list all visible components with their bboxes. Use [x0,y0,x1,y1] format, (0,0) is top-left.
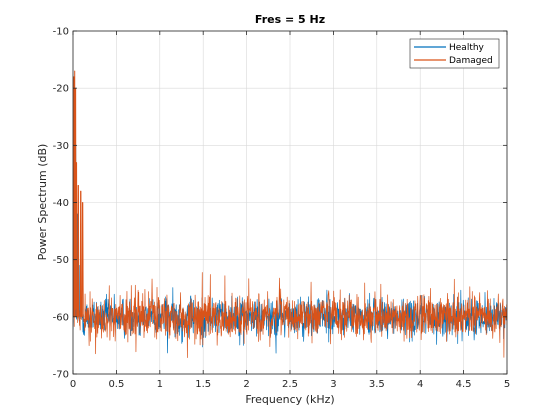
y-tick-labels: -10 -20 -30 -40 -50 -60 -70 [53,27,69,381]
axis-ticks [72,30,508,375]
legend: Healthy Damaged [409,38,500,69]
legend-label-damaged: Damaged [449,56,493,66]
x-tick-label: 5 [504,379,510,390]
y-tick-label: -10 [53,27,69,38]
x-tick-label: 1 [157,379,163,390]
y-tick-label: -70 [53,370,69,381]
series-layer [73,70,507,358]
x-tick-label: 1.5 [195,379,211,390]
x-tick-label: 3 [330,379,336,390]
x-tick-label: 4 [417,379,423,390]
y-tick-label: -60 [53,312,69,323]
x-tick-label: 0.5 [108,379,124,390]
x-tick-label: 2.5 [282,379,298,390]
y-tick-label: -50 [53,255,69,266]
x-tick-label: 3.5 [369,379,385,390]
y-tick-label: -20 [53,84,69,95]
x-tick-label: 0 [70,379,76,390]
x-tick-label: 4.5 [456,379,472,390]
x-tick-labels: 0 0.5 1 1.5 2 2.5 3 3.5 4 4.5 5 [70,379,510,390]
legend-box [409,38,500,69]
legend-label-healthy: Healthy [449,43,485,53]
y-tick-label: -40 [53,198,69,209]
x-tick-label: 2 [243,379,249,390]
y-tick-label: -30 [53,141,69,152]
chart-title: Fres = 5 Hz [255,13,325,26]
y-axis-label: Power Spectrum (dB) [36,144,49,261]
x-axis-label: Frequency (kHz) [245,393,334,406]
